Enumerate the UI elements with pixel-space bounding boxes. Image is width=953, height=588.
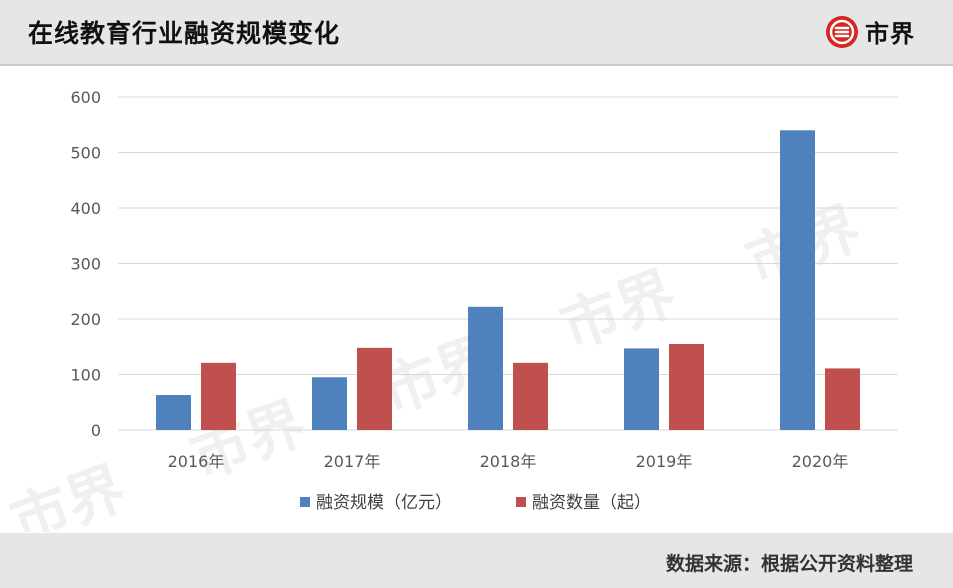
chart-bars [156,130,860,431]
brand: 市界 [825,14,915,49]
brand-logo-icon [826,15,858,48]
x-tick-label: 2020年 [792,452,849,471]
bar-financing-count [513,362,548,430]
y-axis-ticks: 0 100 200 300 400 500 600 [70,88,101,440]
bar-financing-amount [780,130,815,431]
header-bar: 在线教育行业融资规模变化 市界 [0,0,953,66]
chart-grid [118,96,898,431]
bar-financing-amount [312,377,347,430]
page-title: 在线教育行业融资规模变化 [28,19,341,48]
y-tick-label: 600 [70,88,101,107]
y-tick-label: 100 [70,366,101,385]
chart-legend: 融资规模（亿元） 融资数量（起） [300,493,651,513]
bar-financing-count [357,347,392,430]
watermark-text: 市界 [2,453,134,532]
bar-financing-count [669,343,704,430]
x-tick-label: 2018年 [480,452,537,471]
x-tick-label: 2019年 [636,452,693,471]
y-tick-label: 200 [70,310,101,329]
x-axis-ticks: 2016年 2017年 2018年 2019年 2020年 [168,452,849,471]
y-tick-label: 400 [70,199,101,218]
bar-financing-count [825,368,860,430]
y-tick-label: 300 [70,255,101,274]
legend-label: 融资规模（亿元） [316,493,452,513]
legend-swatch [516,497,526,507]
y-tick-label: 0 [91,421,101,440]
legend-swatch [300,497,310,507]
y-tick-label: 500 [70,144,101,163]
brand-name: 市界 [865,20,915,48]
watermark-text: 市界 [552,258,684,362]
legend-label: 融资数量（起） [532,493,651,513]
x-tick-label: 2017年 [324,452,381,471]
footer-bar: 数据来源：根据公开资料整理 [0,533,953,588]
bar-financing-amount [624,348,659,430]
x-tick-label: 2016年 [168,452,225,471]
data-source: 数据来源：根据公开资料整理 [665,553,913,575]
bar-financing-amount [468,306,503,430]
bar-financing-amount [156,395,191,430]
bar-financing-count [201,362,236,430]
